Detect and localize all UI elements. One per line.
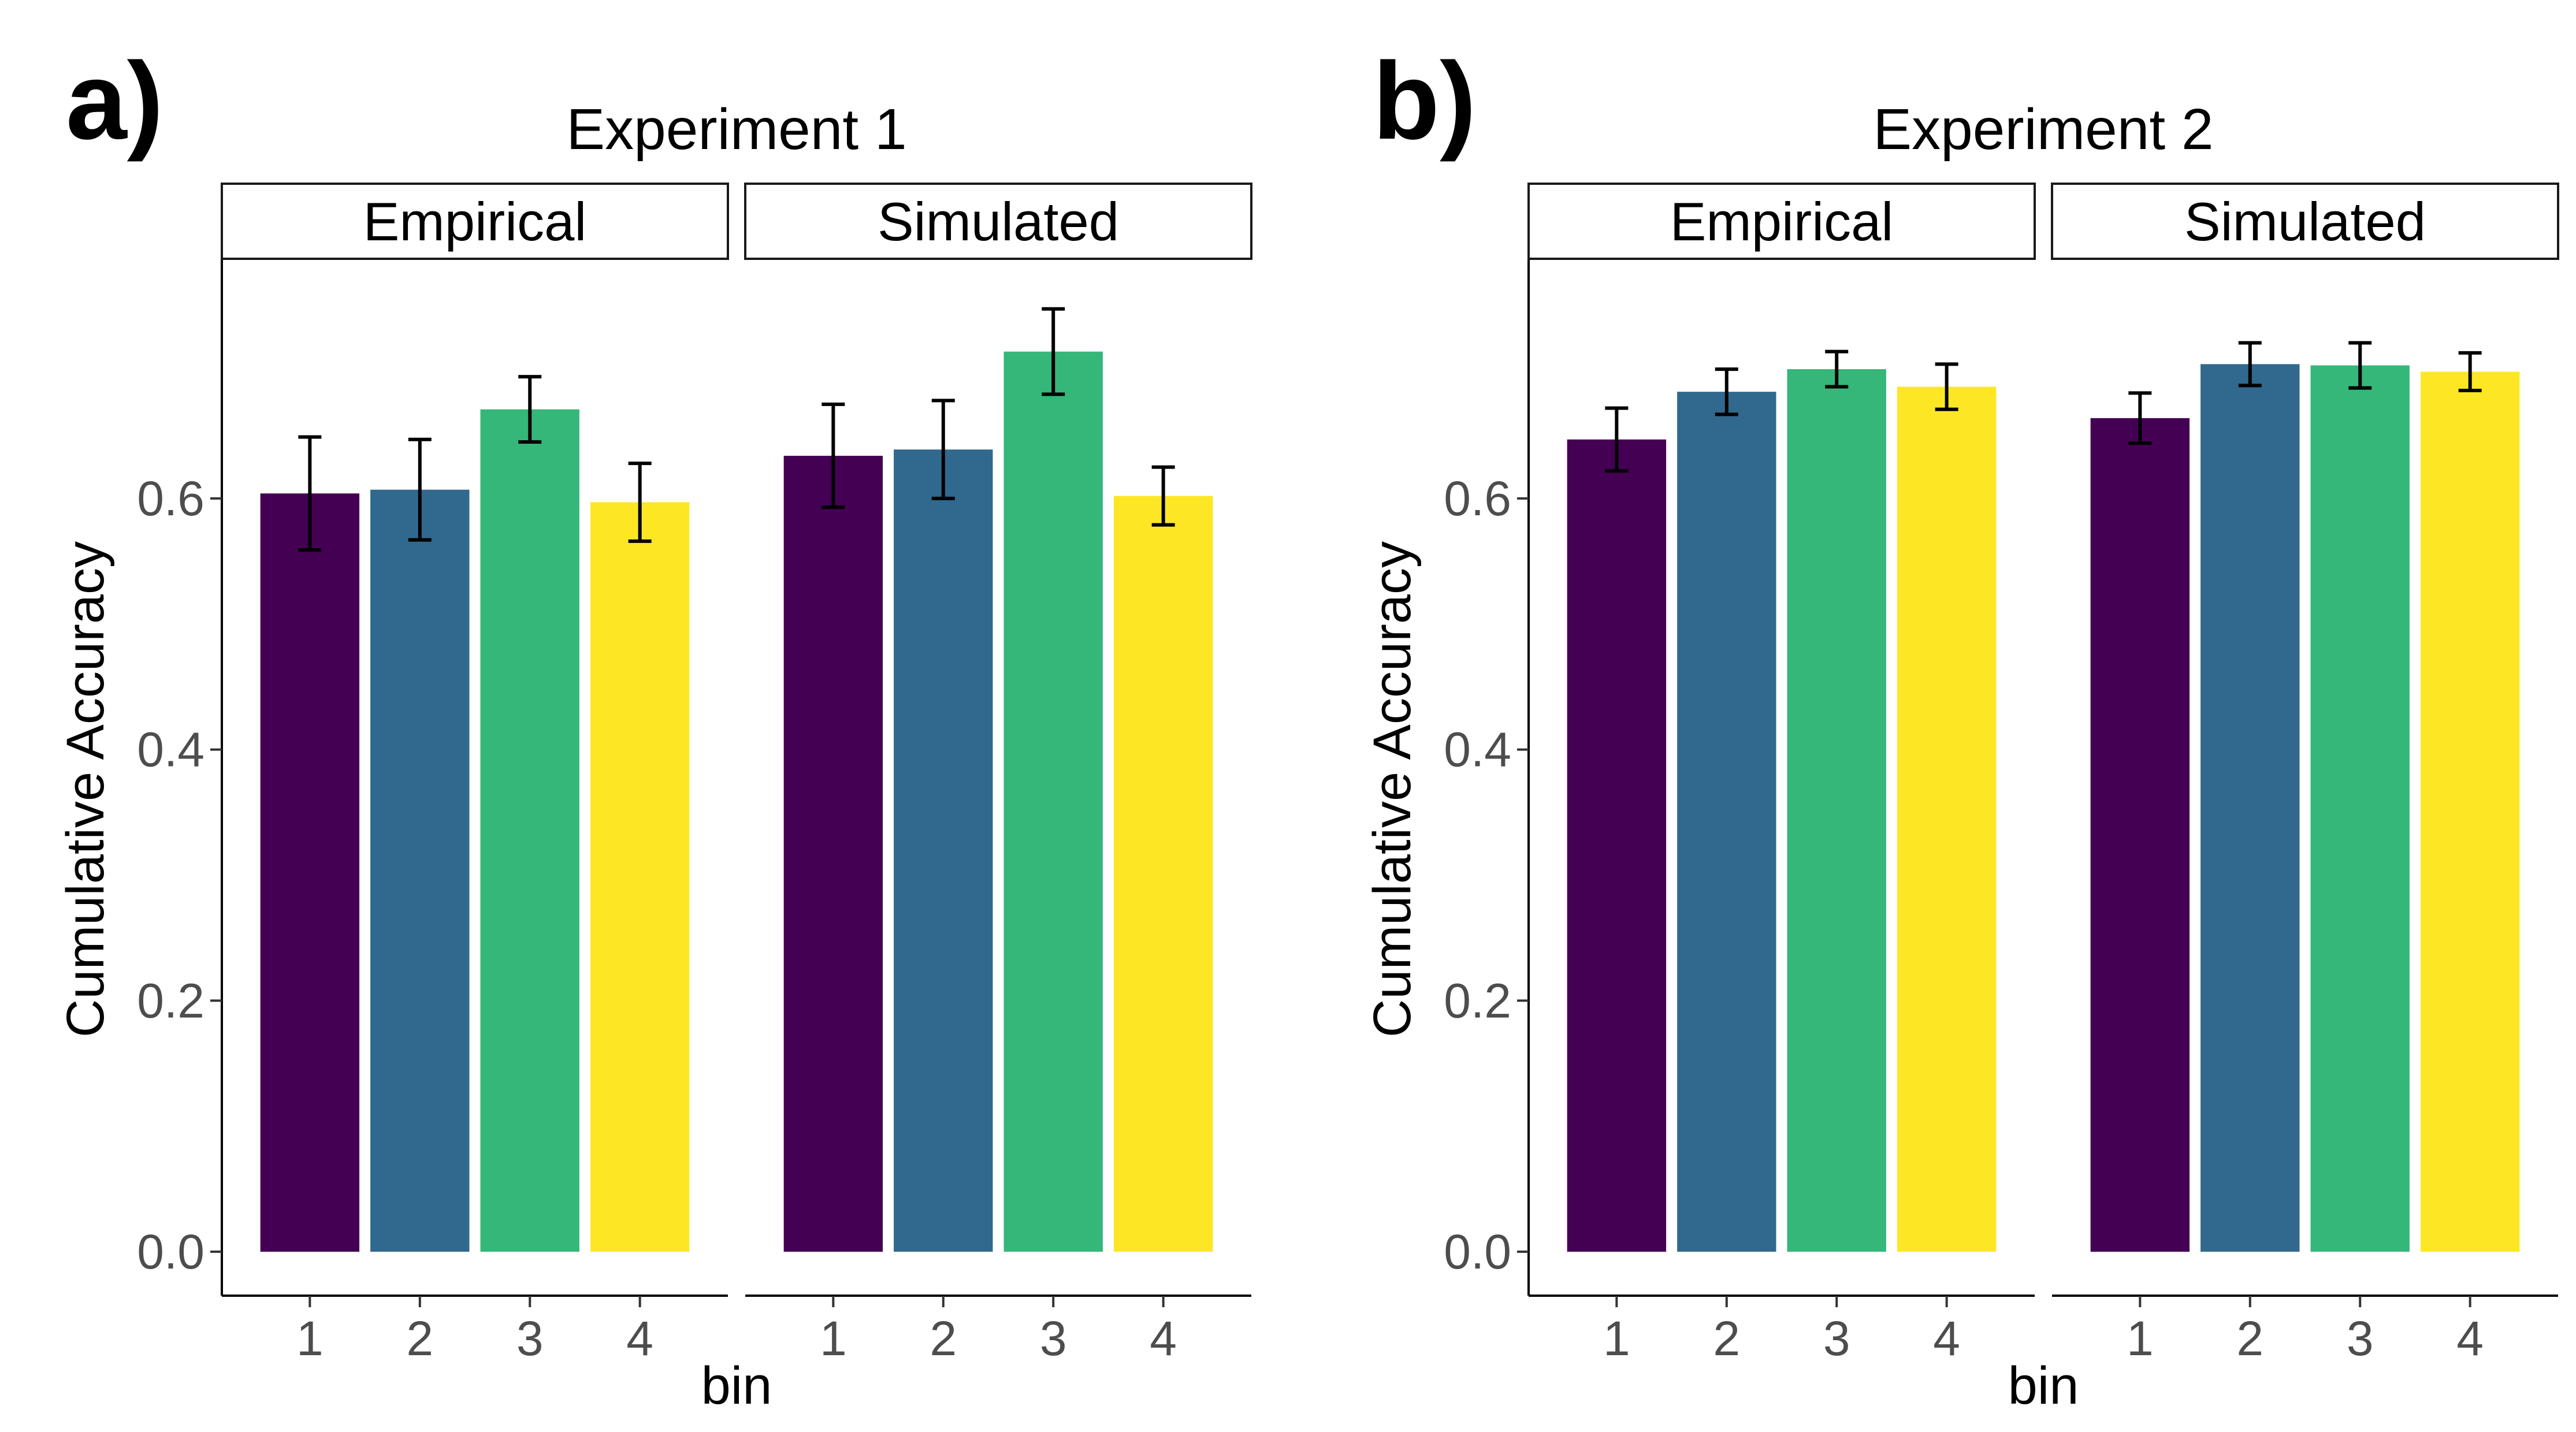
facet-strip-label: Empirical <box>1670 191 1894 252</box>
bar <box>1567 439 1667 1252</box>
bar <box>1897 386 1997 1252</box>
bar <box>2200 364 2300 1252</box>
facet-strip-label: Simulated <box>878 191 1119 252</box>
x-tick-label: 2 <box>1713 1311 1740 1366</box>
x-tick-label: 2 <box>406 1311 433 1366</box>
x-tick-label: 4 <box>1150 1311 1177 1366</box>
bar <box>894 449 993 1252</box>
x-tick-label: 1 <box>2127 1311 2154 1366</box>
panel-letter: b) <box>1373 40 1476 162</box>
bar <box>2420 371 2520 1252</box>
x-tick-label: 2 <box>2236 1311 2263 1366</box>
x-tick-label: 4 <box>2456 1311 2484 1366</box>
y-axis-title: Cumulative Accuracy <box>1363 541 1422 1037</box>
x-tick-label: 3 <box>1823 1311 1850 1366</box>
facet-strip <box>744 183 1252 260</box>
x-axis-title: bin <box>701 1356 772 1415</box>
y-tick-label: 0.6 <box>1444 471 1511 526</box>
facet-strip-label: Empirical <box>363 191 587 252</box>
bar <box>1787 369 1886 1252</box>
panel-title: Experiment 1 <box>566 97 906 162</box>
panel-letter: a) <box>66 40 163 162</box>
bar <box>1003 351 1103 1252</box>
y-tick-label: 0.2 <box>137 973 205 1028</box>
x-tick-label: 1 <box>1603 1311 1630 1366</box>
x-tick-label: 4 <box>626 1311 653 1366</box>
x-axis-title: bin <box>2008 1356 2079 1415</box>
y-tick-label: 0.4 <box>137 723 205 777</box>
bar <box>590 502 690 1252</box>
y-tick-label: 0.6 <box>137 471 205 526</box>
bar <box>783 456 883 1252</box>
facet-strip <box>1527 183 2036 260</box>
x-tick-label: 3 <box>1040 1311 1067 1366</box>
bar <box>1113 496 1213 1252</box>
bar <box>2310 365 2410 1252</box>
bar <box>260 493 360 1252</box>
x-tick-label: 3 <box>2347 1311 2374 1366</box>
facet-strip-label: Simulated <box>2184 191 2426 252</box>
bar <box>480 409 579 1252</box>
y-tick-label: 0.2 <box>1444 973 1511 1028</box>
x-tick-label: 1 <box>820 1311 847 1366</box>
y-tick-label: 0.4 <box>1444 723 1511 777</box>
x-tick-label: 2 <box>930 1311 957 1366</box>
y-tick-label: 0.0 <box>137 1225 205 1279</box>
panel-title: Experiment 2 <box>1873 97 2213 162</box>
x-tick-label: 3 <box>516 1311 544 1366</box>
bar <box>2090 418 2190 1252</box>
facet-strip <box>2051 183 2559 260</box>
y-tick-label: 0.0 <box>1444 1225 1511 1279</box>
bar <box>370 489 470 1252</box>
facet-strip <box>221 183 729 260</box>
y-axis-title: Cumulative Accuracy <box>56 541 115 1037</box>
x-tick-label: 4 <box>1933 1311 1960 1366</box>
bar <box>1677 392 1776 1252</box>
x-tick-label: 1 <box>296 1311 324 1366</box>
